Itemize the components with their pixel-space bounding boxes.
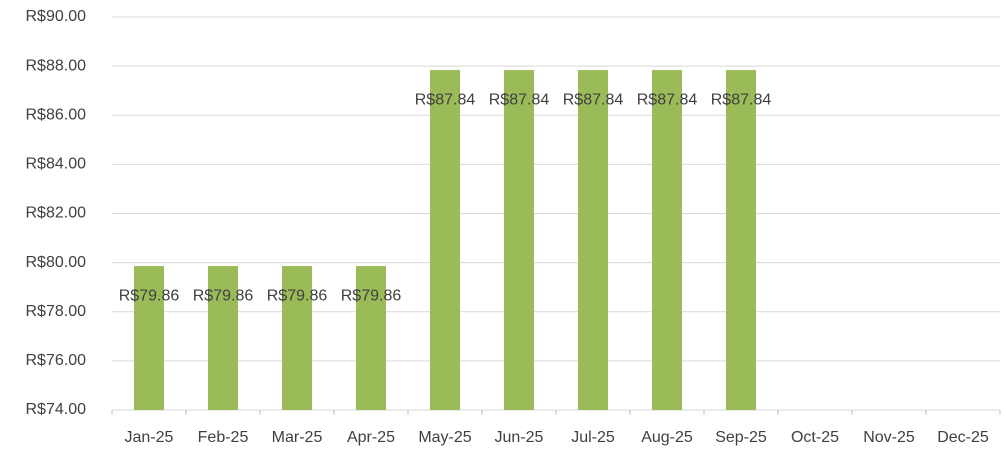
y-tick-label: R$90.00 xyxy=(26,8,87,25)
data-label: R$87.84 xyxy=(637,91,698,108)
data-label: R$79.86 xyxy=(267,287,328,304)
bar xyxy=(356,266,386,410)
x-tick-label: Feb-25 xyxy=(198,429,249,446)
x-tick-label: Mar-25 xyxy=(272,429,323,446)
y-tick-label: R$82.00 xyxy=(26,205,87,222)
data-label: R$79.86 xyxy=(119,287,180,304)
data-label: R$87.84 xyxy=(415,91,476,108)
y-tick-label: R$84.00 xyxy=(26,156,87,173)
bar xyxy=(208,266,238,410)
x-tick-label: Jan-25 xyxy=(125,429,174,446)
x-tick-label: Oct-25 xyxy=(791,429,839,446)
data-label: R$87.84 xyxy=(563,91,624,108)
data-label: R$79.86 xyxy=(193,287,254,304)
y-tick-label: R$88.00 xyxy=(26,57,87,74)
data-label: R$87.84 xyxy=(711,91,772,108)
bar xyxy=(652,70,682,411)
bar xyxy=(430,70,460,411)
x-tick-label: May-25 xyxy=(418,429,471,446)
x-tick-label: Jun-25 xyxy=(495,429,544,446)
bar xyxy=(282,266,312,410)
bar xyxy=(134,266,164,410)
x-tick-label: Jul-25 xyxy=(571,429,615,446)
x-tick-label: Nov-25 xyxy=(863,429,915,446)
y-tick-label: R$80.00 xyxy=(26,254,87,271)
x-tick-label: Apr-25 xyxy=(347,429,395,446)
data-label: R$87.84 xyxy=(489,91,550,108)
x-tick-label: Dec-25 xyxy=(937,429,989,446)
bar xyxy=(726,70,756,411)
y-tick-label: R$86.00 xyxy=(26,106,87,123)
x-tick-label: Sep-25 xyxy=(715,429,767,446)
x-tick-label: Aug-25 xyxy=(641,429,693,446)
y-tick-label: R$74.00 xyxy=(26,401,87,418)
bar xyxy=(578,70,608,411)
data-label: R$79.86 xyxy=(341,287,402,304)
y-tick-label: R$78.00 xyxy=(26,303,87,320)
y-tick-label: R$76.00 xyxy=(26,352,87,369)
bar xyxy=(504,70,534,411)
